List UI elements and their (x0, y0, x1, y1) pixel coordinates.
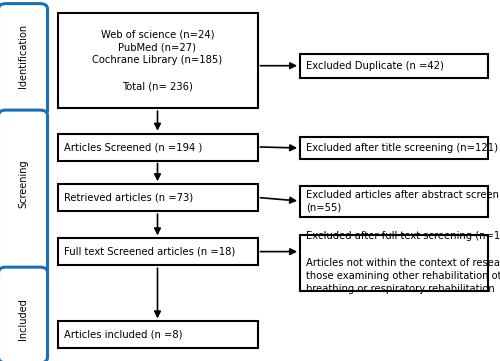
FancyBboxPatch shape (0, 110, 48, 274)
Text: Excluded Duplicate (n =42): Excluded Duplicate (n =42) (306, 61, 444, 71)
Text: Included: Included (18, 299, 28, 340)
Bar (58, 13, 258, 108)
Text: Identification: Identification (18, 24, 28, 88)
Text: Full text Screened articles (n =18): Full text Screened articles (n =18) (64, 247, 235, 257)
Text: Excluded articles after abstract screening
(n=55): Excluded articles after abstract screeni… (306, 190, 500, 213)
Text: Retrieved articles (n =73): Retrieved articles (n =73) (64, 193, 192, 203)
Bar (300, 186, 488, 217)
Bar (58, 321, 258, 348)
Bar (300, 235, 488, 291)
Text: Web of science (n=24)
PubMed (n=27)
Cochrane Library (n=185)

Total (n= 236): Web of science (n=24) PubMed (n=27) Coch… (92, 29, 222, 92)
Bar (300, 54, 488, 78)
Text: Screening: Screening (18, 160, 28, 208)
Text: Excluded after full text screening (n=10)

Articles not within the context of re: Excluded after full text screening (n=10… (306, 231, 500, 294)
FancyBboxPatch shape (0, 267, 48, 361)
Text: Articles included (n =8): Articles included (n =8) (64, 330, 182, 340)
Bar (58, 184, 258, 211)
Bar (58, 134, 258, 161)
Text: Articles Screened (n =194 ): Articles Screened (n =194 ) (64, 142, 202, 152)
Bar (58, 238, 258, 265)
Bar (300, 137, 488, 159)
Text: Excluded after title screening (n=121): Excluded after title screening (n=121) (306, 143, 498, 153)
FancyBboxPatch shape (0, 4, 48, 116)
